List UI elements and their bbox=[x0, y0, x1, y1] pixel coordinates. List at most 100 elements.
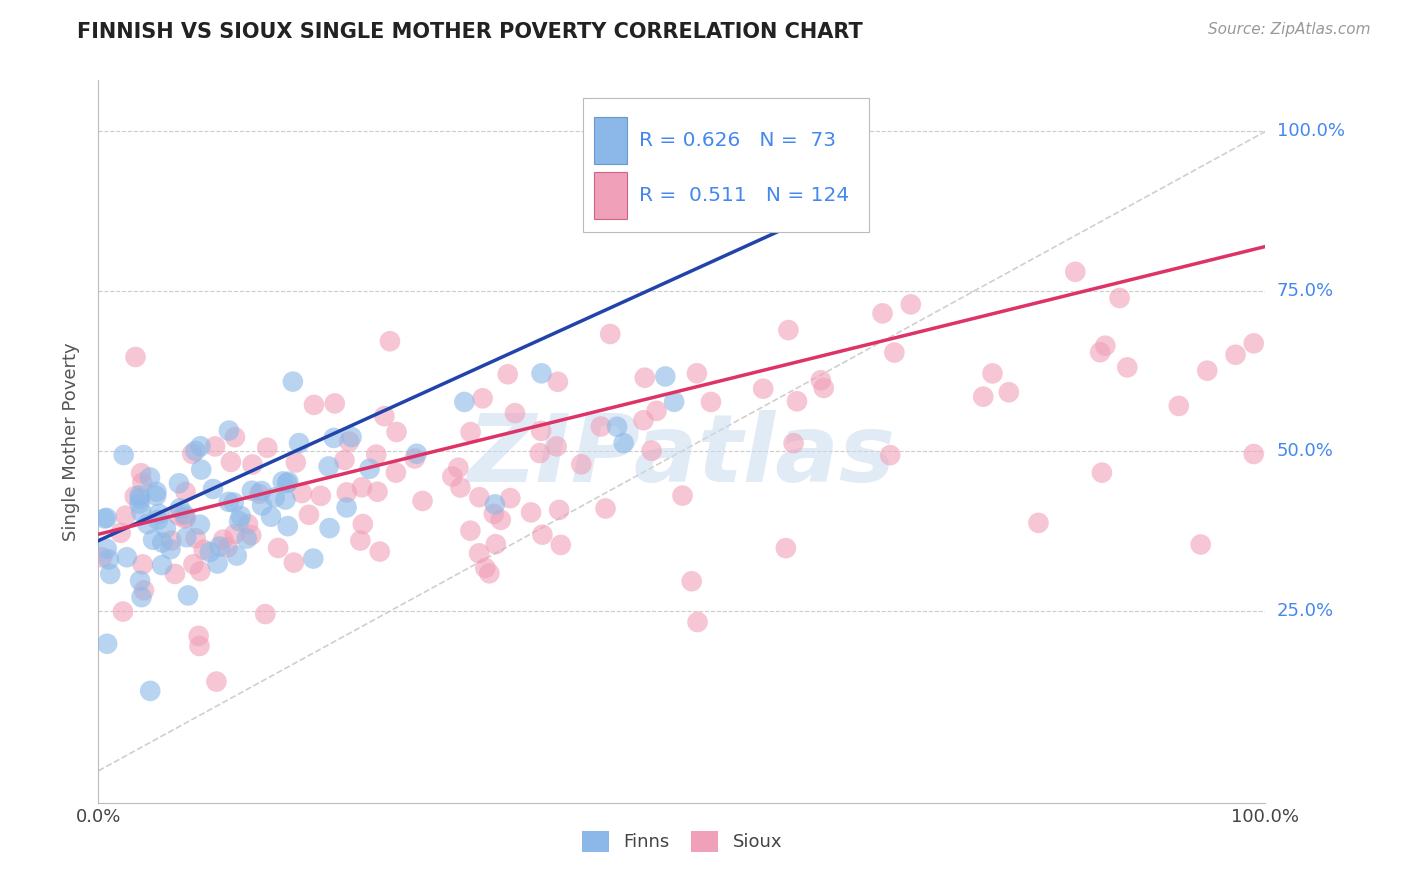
Point bbox=[546, 439, 568, 453]
Point bbox=[193, 542, 215, 557]
Point bbox=[1064, 265, 1087, 279]
Point bbox=[236, 532, 259, 546]
Point bbox=[167, 476, 190, 491]
Point bbox=[148, 507, 170, 521]
Point bbox=[115, 550, 138, 565]
Point bbox=[283, 556, 305, 570]
Point bbox=[160, 533, 183, 548]
Point bbox=[250, 499, 273, 513]
Point bbox=[1225, 348, 1247, 362]
Point bbox=[274, 492, 297, 507]
Point bbox=[263, 491, 285, 505]
Point bbox=[547, 375, 569, 389]
Point bbox=[188, 639, 211, 653]
Point bbox=[1243, 447, 1265, 461]
Text: 75.0%: 75.0% bbox=[1277, 282, 1334, 301]
Point bbox=[98, 566, 121, 581]
Point bbox=[188, 517, 211, 532]
Point bbox=[112, 605, 135, 619]
Point bbox=[460, 524, 482, 538]
Point bbox=[404, 451, 426, 466]
Point bbox=[460, 425, 482, 439]
Point bbox=[190, 462, 212, 476]
Point bbox=[114, 508, 136, 523]
Point bbox=[236, 517, 259, 532]
Point bbox=[219, 455, 242, 469]
Point bbox=[318, 521, 340, 535]
Point bbox=[124, 350, 146, 364]
Point bbox=[686, 366, 709, 380]
Point bbox=[662, 394, 685, 409]
Point bbox=[340, 430, 363, 444]
Point bbox=[681, 574, 703, 589]
Text: FINNISH VS SIOUX SINGLE MOTHER POVERTY CORRELATION CHART: FINNISH VS SIOUX SINGLE MOTHER POVERTY C… bbox=[77, 22, 863, 42]
Point bbox=[163, 566, 186, 581]
Point bbox=[589, 419, 612, 434]
Point bbox=[1189, 537, 1212, 551]
Point bbox=[872, 306, 894, 320]
Point bbox=[131, 590, 153, 604]
Point bbox=[530, 424, 553, 438]
FancyBboxPatch shape bbox=[595, 117, 627, 164]
Point bbox=[229, 509, 252, 524]
FancyBboxPatch shape bbox=[595, 172, 627, 219]
Point bbox=[385, 425, 408, 439]
Point bbox=[181, 447, 204, 461]
Point bbox=[813, 381, 835, 395]
Point bbox=[1091, 466, 1114, 480]
Point bbox=[599, 326, 621, 341]
Point bbox=[271, 475, 294, 489]
Point bbox=[548, 503, 571, 517]
Point bbox=[132, 583, 155, 598]
Point bbox=[385, 466, 408, 480]
Point bbox=[187, 629, 209, 643]
Point bbox=[378, 334, 401, 349]
Text: ZIPatlas: ZIPatlas bbox=[468, 410, 896, 502]
Point bbox=[277, 475, 299, 489]
Point bbox=[145, 484, 167, 499]
Point bbox=[503, 406, 526, 420]
Text: Source: ZipAtlas.com: Source: ZipAtlas.com bbox=[1208, 22, 1371, 37]
Point bbox=[654, 369, 676, 384]
Point bbox=[167, 508, 190, 523]
Point bbox=[142, 533, 165, 547]
Point bbox=[441, 469, 464, 483]
Point bbox=[782, 436, 804, 450]
Point bbox=[128, 488, 150, 502]
Point bbox=[240, 483, 263, 498]
Point bbox=[336, 500, 359, 515]
Point bbox=[1116, 360, 1139, 375]
Point bbox=[981, 367, 1004, 381]
Point bbox=[1243, 336, 1265, 351]
Point bbox=[752, 382, 775, 396]
Point bbox=[972, 390, 994, 404]
Point bbox=[124, 489, 146, 503]
Point bbox=[225, 549, 247, 563]
Point bbox=[520, 505, 543, 519]
Point bbox=[318, 459, 340, 474]
Point bbox=[242, 458, 264, 472]
Point bbox=[174, 484, 197, 499]
Point bbox=[1167, 399, 1189, 413]
Point bbox=[485, 537, 508, 551]
Point bbox=[786, 394, 808, 409]
Point bbox=[91, 550, 114, 565]
Point bbox=[284, 455, 307, 469]
Point bbox=[177, 589, 200, 603]
Point bbox=[405, 447, 427, 461]
Point bbox=[368, 544, 391, 558]
Point bbox=[879, 448, 901, 462]
Y-axis label: Single Mother Poverty: Single Mother Poverty bbox=[62, 343, 80, 541]
Point bbox=[686, 615, 709, 629]
Legend: Finns, Sioux: Finns, Sioux bbox=[575, 823, 789, 859]
Point bbox=[202, 482, 225, 496]
Point bbox=[207, 557, 229, 571]
Point bbox=[139, 470, 162, 484]
Point bbox=[359, 462, 381, 476]
Point bbox=[136, 516, 159, 531]
Point bbox=[110, 525, 132, 540]
Point bbox=[350, 480, 373, 494]
Point bbox=[336, 485, 359, 500]
Point bbox=[204, 439, 226, 453]
Point bbox=[176, 530, 198, 544]
